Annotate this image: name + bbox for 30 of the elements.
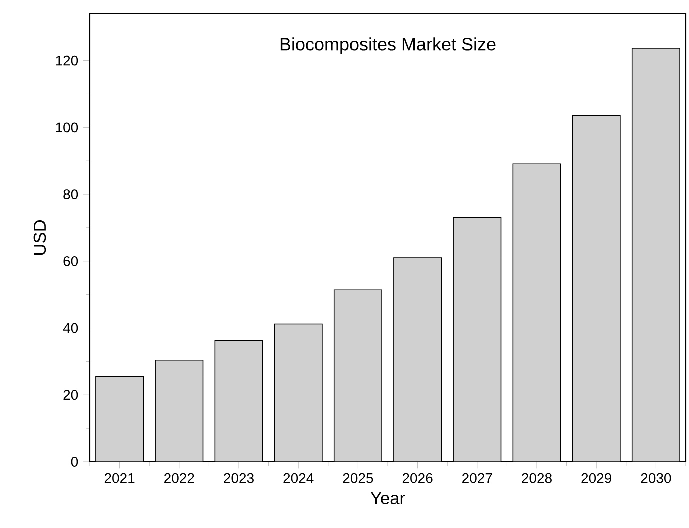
bar (215, 340, 263, 462)
y-tick-label: 20 (64, 390, 78, 400)
x-tick-label: 2026 (402, 473, 433, 484)
x-tick-label: 2025 (343, 473, 374, 484)
text: Biocomposites Market Size (280, 38, 496, 54)
bar (454, 218, 502, 462)
bar (334, 290, 382, 462)
x-tick-label: 2029 (582, 473, 612, 484)
x-tick-label: 2023 (224, 473, 254, 484)
bar (156, 360, 204, 462)
bar (572, 116, 620, 462)
x-tick-label: 2024 (284, 473, 314, 484)
x-tick-label: 2030 (641, 473, 672, 484)
bar (96, 376, 144, 462)
x-tick-label: 2022 (164, 473, 194, 484)
y-tick-label: 120 (56, 56, 78, 66)
bar (632, 48, 680, 462)
y-tick-label: 0 (71, 457, 78, 467)
x-tick-label: 2021 (104, 473, 135, 484)
bar (394, 258, 442, 462)
y-tick-label: 40 (63, 323, 78, 334)
y-tick-label: 100 (56, 122, 78, 133)
bar (513, 164, 561, 462)
bar (274, 324, 322, 462)
x-tick-label: 2027 (462, 473, 492, 484)
x-axis-title: Year (370, 492, 406, 505)
y-axis-title: USD (34, 220, 46, 255)
y-tick-label: 80 (64, 190, 78, 200)
y-tick-label: 60 (64, 256, 78, 266)
x-tick-label: 2028 (522, 473, 552, 484)
